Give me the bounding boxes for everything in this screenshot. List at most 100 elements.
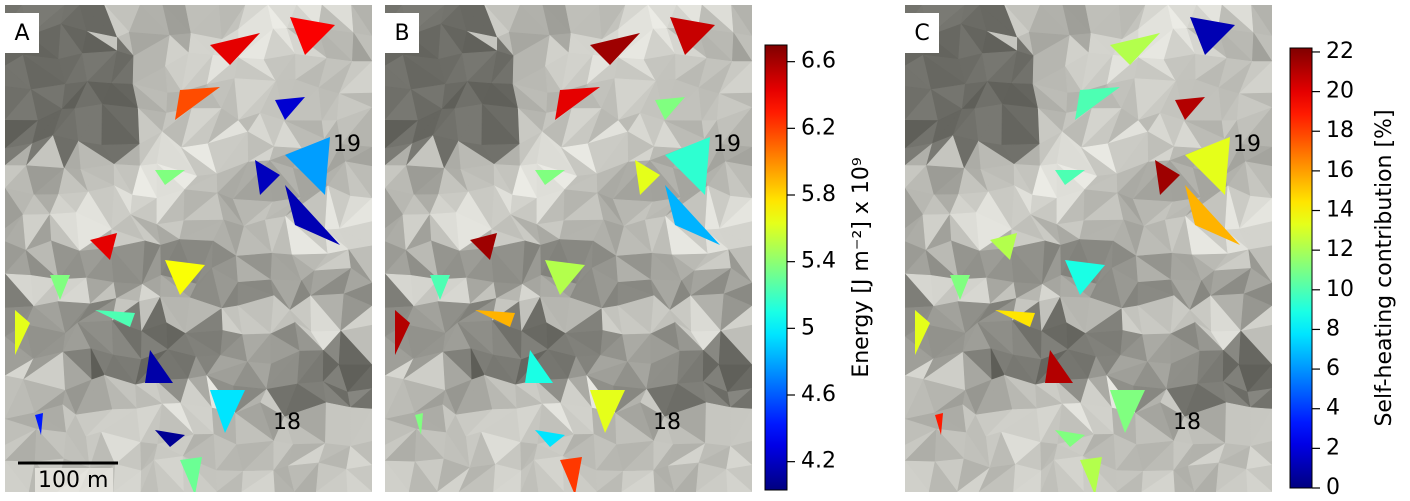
panel-label-box xyxy=(385,13,419,53)
highlighted-cell xyxy=(665,137,710,195)
scale-bar-label: 100 m xyxy=(38,468,108,493)
colorbar-tick-label: 5 xyxy=(801,315,815,340)
highlighted-cell xyxy=(545,260,585,295)
colorbar-tick-label: 4 xyxy=(1326,396,1340,421)
colorbar-tick-label: 22 xyxy=(1326,39,1354,64)
highlighted-cell xyxy=(275,97,305,120)
highlighted-cell xyxy=(935,413,943,435)
mesh-cell xyxy=(408,461,438,492)
maps xyxy=(5,5,1272,492)
panel-label: C xyxy=(914,21,929,46)
highlighted-cell xyxy=(1065,260,1105,295)
highlighted-cell xyxy=(1080,457,1102,492)
terrain-map xyxy=(385,5,752,492)
highlighted-cell xyxy=(1055,170,1085,185)
colorbar-tick-label: 6 xyxy=(1326,356,1340,381)
highlighted-cell xyxy=(470,233,497,260)
highlighted-cell xyxy=(1110,33,1160,65)
highlighted-cell xyxy=(665,185,720,245)
mesh-cell xyxy=(905,460,930,492)
site-marker: 18 xyxy=(653,410,681,435)
colorbar-tick-label: 6.2 xyxy=(801,115,836,140)
mesh-cell xyxy=(726,468,752,492)
colorbar-tick-label: 20 xyxy=(1326,79,1354,104)
highlighted-cell xyxy=(255,160,280,195)
colorbar-tick-label: 16 xyxy=(1326,158,1354,183)
highlighted-cell xyxy=(155,170,185,185)
highlighted-cell xyxy=(555,87,600,120)
highlighted-cell xyxy=(50,275,70,300)
panel-label-box xyxy=(905,13,939,53)
mesh-cell xyxy=(653,469,676,492)
colorbar-tick-label: 5.4 xyxy=(801,249,836,274)
highlighted-cell xyxy=(415,413,423,435)
highlighted-cell xyxy=(670,17,715,55)
site-marker: 19 xyxy=(333,132,361,157)
colorbar-label: Energy [J m⁻²] x 10⁹ xyxy=(849,157,874,377)
highlighted-cell xyxy=(915,310,930,355)
site-marker: 18 xyxy=(273,410,301,435)
scale-bar-box xyxy=(35,468,113,492)
mesh-cell xyxy=(5,460,30,492)
highlighted-cell xyxy=(155,430,185,447)
highlighted-cell xyxy=(145,350,173,383)
panel-label: B xyxy=(394,21,409,46)
highlighted-cell xyxy=(395,310,410,355)
colorbar-tick-label: 12 xyxy=(1326,237,1354,262)
highlighted-cell xyxy=(590,390,625,433)
mesh-cell xyxy=(1173,469,1196,492)
mesh-cell xyxy=(153,459,185,492)
mesh-cell xyxy=(1053,459,1085,492)
highlighted-cell xyxy=(1045,350,1073,383)
overlay: A 19 18 100 m B 19 18 C 19 18 4.2 4.6 5 5.4 5.8 6.2 6.6 E… xyxy=(5,13,1397,500)
highlighted-cell xyxy=(210,33,260,65)
highlighted-cell xyxy=(525,350,553,383)
mesh-cell xyxy=(533,459,565,492)
highlighted-cell xyxy=(1185,137,1230,195)
highlighted-cell xyxy=(1055,430,1085,447)
highlighted-cell xyxy=(210,390,245,433)
highlighted-cell xyxy=(590,33,640,65)
highlighted-cell xyxy=(1155,160,1180,195)
site-marker: 19 xyxy=(713,132,741,157)
highlighted-cell xyxy=(950,275,970,300)
highlighted-cell xyxy=(560,457,582,492)
mesh-cell xyxy=(928,461,958,492)
highlighted-cell xyxy=(635,160,660,195)
colorbar xyxy=(764,44,788,491)
panel-label-box xyxy=(5,13,39,53)
highlighted-cell xyxy=(1075,87,1120,120)
highlighted-cell xyxy=(1190,17,1235,55)
mesh-cell xyxy=(346,468,372,492)
highlighted-cell xyxy=(35,413,43,435)
colorbar-label: Self-heating contribution [%] xyxy=(1372,109,1397,426)
colorbar-tick-label: 5.8 xyxy=(801,182,836,207)
highlighted-cell xyxy=(1110,390,1145,433)
highlighted-cell xyxy=(535,430,565,447)
colorbar-tick-label: 6.6 xyxy=(801,49,836,74)
highlighted-cell xyxy=(655,97,685,120)
highlighted-cell xyxy=(1185,185,1240,245)
colorbar-tick-label: 14 xyxy=(1326,198,1354,223)
site-marker: 18 xyxy=(1173,410,1201,435)
colorbar-tick-label: 18 xyxy=(1326,118,1354,143)
mesh-cell xyxy=(385,460,410,492)
mesh-cell xyxy=(273,469,296,492)
highlighted-cell xyxy=(475,310,515,327)
highlighted-cell xyxy=(95,310,135,327)
highlighted-cell xyxy=(180,457,202,492)
terrain-map xyxy=(905,5,1272,492)
highlighted-cell xyxy=(15,310,30,355)
highlighted-cell xyxy=(175,87,220,120)
highlighted-cell xyxy=(285,137,330,195)
mesh-cell xyxy=(1246,468,1272,492)
colorbar-tick-label: 10 xyxy=(1326,277,1354,302)
highlighted-cell xyxy=(90,233,117,260)
highlighted-cell xyxy=(990,233,1017,260)
colorbar-tick-label: 8 xyxy=(1326,316,1340,341)
panel-label: A xyxy=(14,21,29,46)
colorbar-tick-label: 4.2 xyxy=(801,449,836,474)
colorbar-tick-label: 0 xyxy=(1326,475,1340,497)
highlighted-cell xyxy=(290,17,335,55)
